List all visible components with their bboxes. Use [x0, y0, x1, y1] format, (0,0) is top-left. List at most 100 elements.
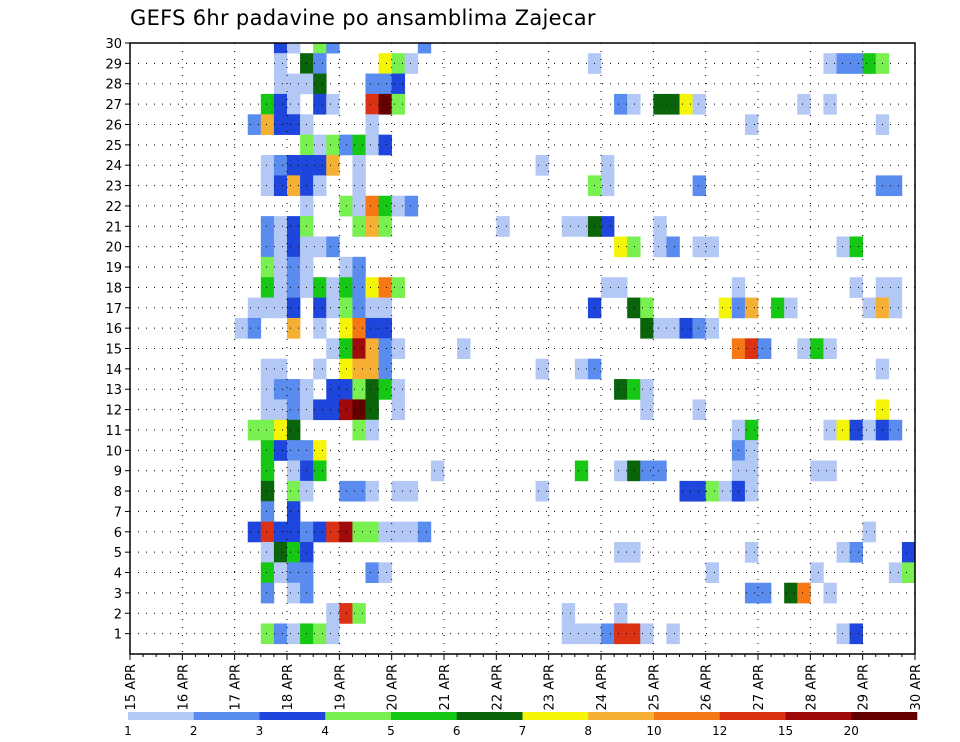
x-tick-label: 24 APR — [595, 664, 610, 710]
y-tick-label: 1 — [114, 628, 122, 643]
heatmap-cell — [679, 317, 693, 339]
x-tick-label: 17 APR — [229, 664, 244, 710]
heatmap-cell — [287, 480, 301, 502]
heatmap-cell — [705, 317, 720, 339]
heatmap-cell — [352, 134, 366, 156]
heatmap-cell — [313, 623, 327, 645]
heatmap-cell — [287, 582, 301, 604]
heatmap-cell — [287, 93, 301, 115]
colorbar-swatch — [851, 712, 918, 720]
heatmap-cell — [653, 236, 667, 258]
y-tick-label: 12 — [105, 404, 122, 419]
heatmap-cell — [273, 358, 288, 380]
heatmap-cell — [260, 114, 275, 135]
heatmap-cell — [810, 338, 824, 359]
heatmap-cell — [797, 338, 811, 359]
heatmap-cell — [744, 541, 759, 563]
heatmap-cell — [378, 195, 392, 217]
heatmap-cell — [705, 562, 720, 584]
heatmap-cell — [666, 93, 680, 115]
heatmap-cell — [378, 521, 392, 543]
heatmap-cell — [273, 236, 288, 258]
x-tick-label: 20 APR — [386, 664, 401, 710]
y-tick-label: 8 — [114, 485, 122, 500]
heatmap-cell — [247, 317, 262, 339]
heatmap-cell — [496, 216, 510, 237]
heatmap-cell — [273, 53, 288, 74]
y-tick-label: 18 — [105, 281, 122, 296]
heatmap-cell — [273, 43, 288, 54]
y-tick-label: 6 — [114, 526, 122, 541]
heatmap-cell — [352, 338, 366, 359]
heatmap-cell — [627, 379, 641, 400]
heatmap-cell — [313, 297, 327, 319]
y-tick-label: 25 — [105, 139, 122, 154]
heatmap-cell — [561, 623, 576, 645]
heatmap-cell — [574, 623, 589, 645]
heatmap-cell — [287, 256, 301, 278]
x-tick-label: 16 APR — [176, 664, 191, 710]
heatmap-cell — [260, 460, 275, 482]
heatmap-cell — [273, 419, 288, 441]
heatmap-cell — [378, 73, 392, 95]
heatmap-cell — [313, 134, 327, 156]
heatmap-cell — [627, 541, 641, 563]
heatmap-cell — [888, 277, 903, 298]
heatmap-cell — [627, 460, 641, 482]
colorbar-swatch — [719, 712, 786, 720]
y-tick-label: 23 — [105, 180, 122, 195]
heatmap-cell — [313, 521, 327, 543]
heatmap-cell — [273, 73, 288, 95]
chart-title: GEFS 6hr padavine po ansamblima Zajecar — [130, 6, 596, 30]
heatmap-cell — [352, 358, 366, 380]
heatmap-cell — [287, 73, 301, 95]
heatmap-cell — [352, 521, 366, 543]
heatmap-cell — [326, 623, 340, 645]
heatmap-cell — [326, 155, 340, 176]
dotted-gridlines — [130, 43, 915, 654]
heatmap-cell — [313, 53, 327, 74]
heatmap-cell — [273, 93, 288, 115]
y-tick-label: 7 — [114, 505, 122, 520]
heatmap-cell — [535, 358, 549, 380]
heatmap-cell — [313, 175, 327, 197]
colorbar-label: 2 — [190, 724, 198, 738]
heatmap-cell — [561, 603, 576, 624]
colorbar-swatch — [259, 712, 326, 720]
heatmap-cell — [888, 419, 903, 441]
heatmap-cell — [365, 297, 379, 319]
heatmap-cell — [352, 317, 366, 339]
heatmap-cell — [313, 317, 327, 339]
y-tick-label: 22 — [105, 200, 122, 215]
y-tick-label: 28 — [105, 78, 122, 93]
heatmap-cell — [260, 623, 275, 645]
heatmap-cell — [614, 93, 628, 115]
heatmap-cell — [627, 623, 641, 645]
colorbar-label: 15 — [778, 724, 793, 738]
heatmap-cell — [313, 440, 327, 461]
heatmap-cell — [601, 623, 615, 645]
heatmap-cell — [378, 134, 392, 156]
heatmap-cell — [287, 440, 301, 461]
heatmap-cell — [744, 480, 759, 502]
y-tick-label: 17 — [105, 302, 122, 317]
colorbar-label: 4 — [321, 724, 329, 738]
heatmap-cell — [823, 53, 837, 74]
heatmap-cell — [260, 236, 275, 258]
heatmap-cell — [849, 236, 863, 258]
y-axis-ticks: 1234567891011121314151617181920212223242… — [105, 37, 130, 643]
heatmap-cell — [849, 623, 863, 645]
heatmap-cell — [836, 236, 850, 258]
heatmap-cell — [273, 297, 288, 319]
heatmap-cell — [378, 297, 392, 319]
colorbar-label: 5 — [387, 724, 395, 738]
heatmap-cell — [391, 93, 406, 115]
heatmap-cell — [601, 175, 615, 197]
heatmap-cell — [365, 419, 379, 441]
heatmap-cell — [391, 399, 406, 421]
heatmap-cell — [352, 195, 366, 217]
heatmap-cell — [823, 93, 837, 115]
heatmap-cell — [718, 297, 733, 319]
heatmap-cell — [692, 175, 706, 197]
heatmap-cell — [352, 419, 366, 441]
